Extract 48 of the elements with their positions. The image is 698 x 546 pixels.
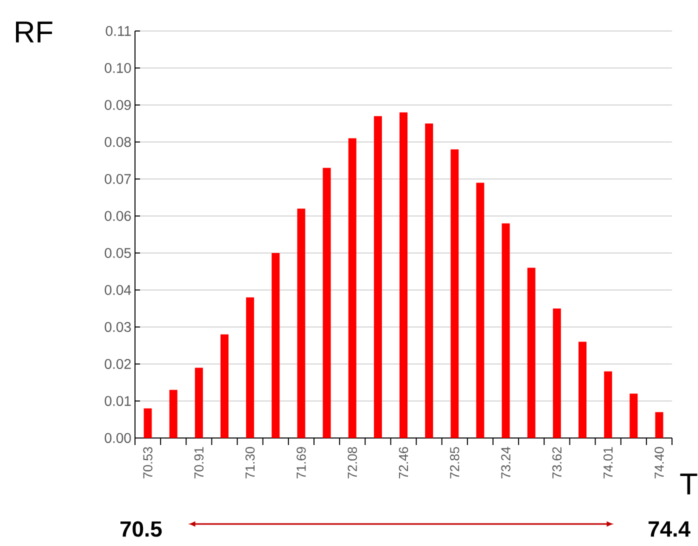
bar [604, 371, 612, 438]
y-tick-label: 0.04 [104, 285, 132, 295]
bar [220, 334, 229, 438]
bar [348, 138, 356, 438]
y-tick-label: 0.06 [104, 211, 131, 221]
y-tick-label: 0.03 [104, 322, 131, 332]
bar [144, 408, 152, 438]
bar [552, 308, 561, 438]
bar [425, 123, 434, 438]
x-tick-label: 71.69 [296, 447, 306, 478]
y-tick-label: 0.09 [104, 100, 131, 110]
x-tick-label: 70.53 [143, 447, 152, 478]
bar [502, 223, 510, 438]
x-tick-label: 72.46 [398, 447, 408, 478]
x-tick-label: 73.62 [552, 447, 562, 478]
bar [246, 297, 254, 438]
bar [476, 182, 484, 438]
x-tick-label: 72.85 [450, 447, 460, 478]
bar [655, 412, 664, 438]
bar [578, 342, 587, 438]
y-tick-label: 0.08 [104, 137, 131, 147]
x-tick-label: 74.40 [654, 447, 664, 478]
bar [297, 208, 306, 438]
y-tick-label: 0.07 [104, 174, 131, 184]
x-tick-label: 72.08 [348, 447, 357, 478]
y-tick-label: 0.02 [104, 359, 131, 369]
y-tick-label: 0.00 [104, 433, 131, 443]
y-tick-label: 0.10 [104, 63, 131, 73]
bar [194, 368, 203, 438]
bar [400, 112, 408, 438]
bar [374, 116, 382, 438]
bar [527, 268, 536, 438]
y-tick-label: 0.05 [104, 248, 131, 258]
y-tick-label: 0.11 [106, 26, 131, 36]
x-tick-label: 74.01 [603, 447, 613, 478]
bar [322, 168, 331, 438]
x-tick-label: 70.91 [194, 447, 204, 478]
text: 74.4 [648, 521, 690, 537]
bar [169, 390, 178, 438]
x-axis-title: T [680, 474, 698, 494]
bar [450, 149, 459, 438]
y-axis-title: RF [16, 22, 52, 42]
bar [272, 252, 280, 438]
bar [630, 394, 638, 438]
y-tick-label: 0.01 [104, 396, 131, 406]
x-tick-label: 71.30 [245, 447, 255, 478]
x-tick-label: 73.24 [501, 446, 510, 478]
text: 70.5 [120, 521, 162, 537]
